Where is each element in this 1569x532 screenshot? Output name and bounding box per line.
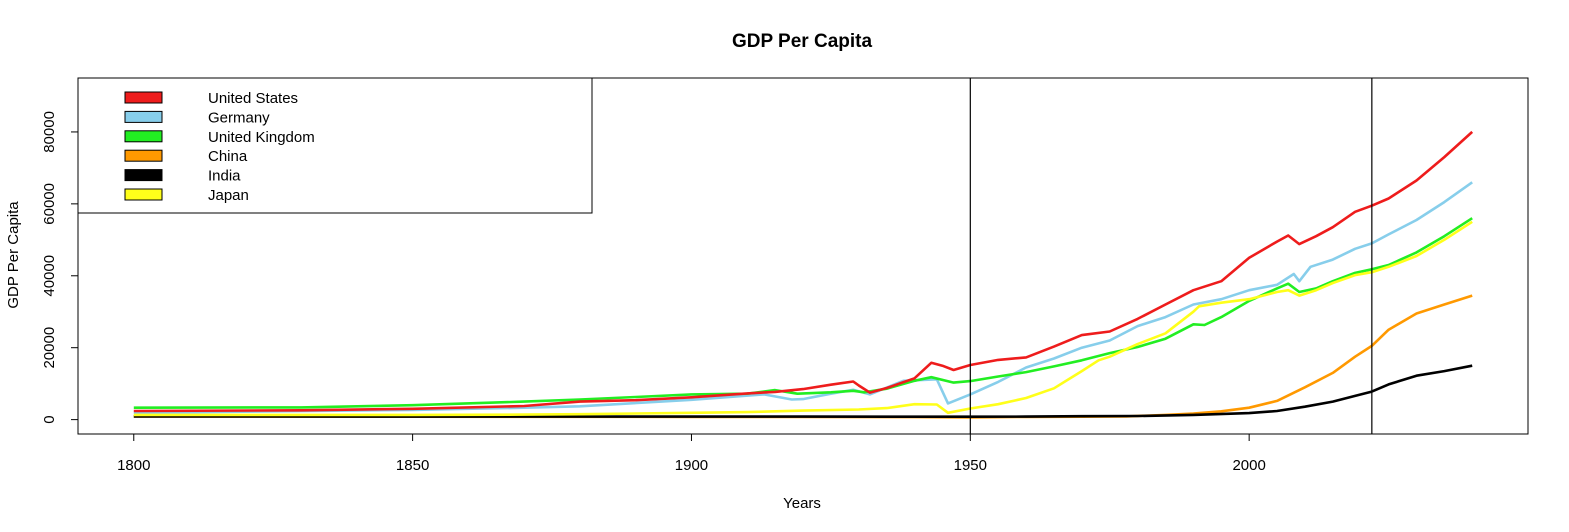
- legend-label-china: China: [208, 148, 248, 165]
- y-tick-label: 40000: [41, 255, 58, 297]
- legend-label-united-kingdom: United Kingdom: [208, 129, 315, 146]
- legend-swatch-india: [124, 169, 163, 182]
- plot-frame: [77, 77, 1529, 435]
- legend-label-japan: Japan: [208, 187, 249, 204]
- y-tick-label: 20000: [41, 327, 58, 369]
- x-tick-label: 1900: [675, 457, 708, 474]
- legend-swatch-united-kingdom: [124, 130, 163, 143]
- x-tick-label: 2000: [1232, 457, 1265, 474]
- legend-box: [77, 77, 593, 214]
- series-lines: [133, 130, 1474, 419]
- legend-label-united-states: United States: [208, 90, 298, 107]
- reference-lines: [969, 78, 1373, 434]
- y-tick-label: 0: [41, 415, 58, 423]
- legend-swatch-germany: [124, 110, 163, 123]
- series-line-united-states: [133, 130, 1474, 413]
- series-line-japan: [133, 220, 1473, 417]
- legend-label-india: India: [208, 168, 241, 185]
- y-tick-label: 80000: [41, 111, 58, 153]
- x-tick-label: 1800: [117, 457, 150, 474]
- x-axis-label: Years: [783, 495, 821, 512]
- series-line-india: [133, 364, 1473, 418]
- legend: United States Germany United Kingdom China I…: [77, 77, 593, 214]
- legend-swatch-japan: [124, 188, 163, 201]
- legend-label-germany: Germany: [208, 109, 270, 126]
- chart-title: GDP Per Capita: [732, 31, 873, 52]
- x-tick-label: 1950: [954, 457, 987, 474]
- y-axis-label: GDP Per Capita: [5, 201, 22, 309]
- series-line-germany: [133, 181, 1473, 415]
- legend-swatch-china: [124, 149, 163, 162]
- x-tick-label: 1850: [396, 457, 429, 474]
- y-tick-label: 60000: [41, 183, 58, 225]
- legend-swatch-united-states: [124, 91, 163, 104]
